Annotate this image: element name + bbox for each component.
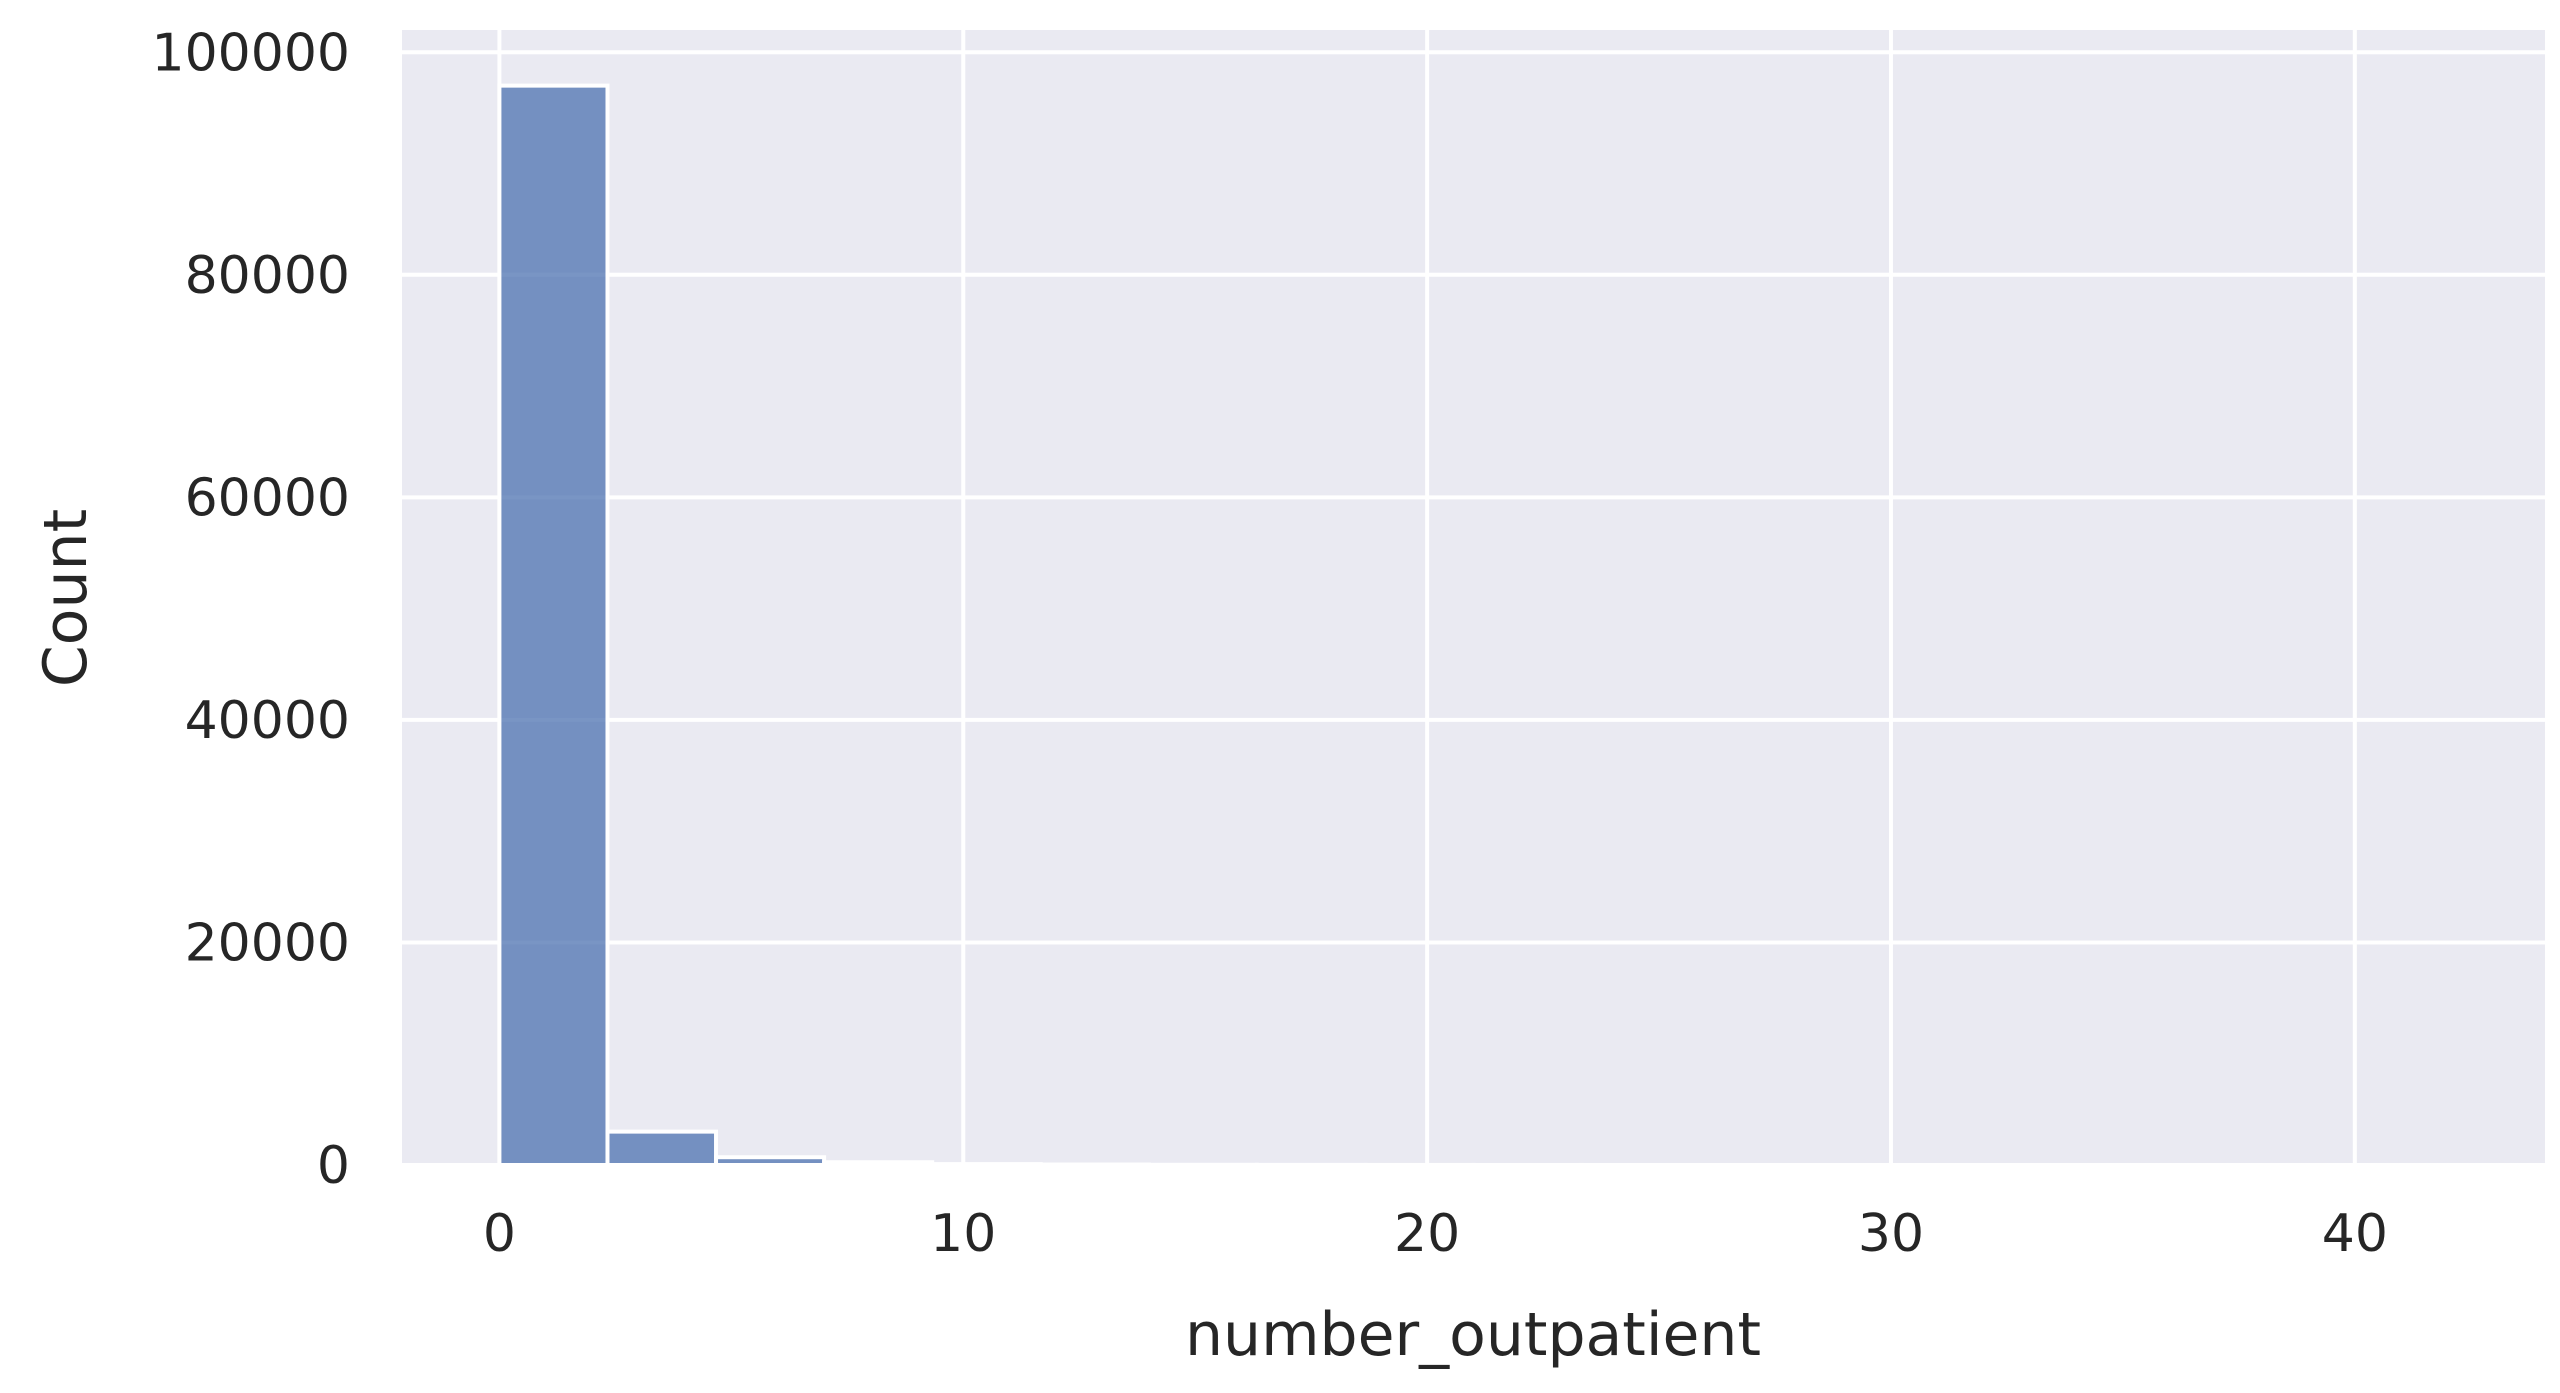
x-tick-label: 10 <box>930 1204 996 1264</box>
x-tick-label: 0 <box>483 1204 516 1264</box>
x-axis-label: number_outpatient <box>1185 1300 1761 1370</box>
histogram-bar <box>497 83 610 1168</box>
y-axis-label: Count <box>31 509 101 687</box>
y-tick-label: 60000 <box>185 468 350 528</box>
y-tick-label: 80000 <box>185 246 350 306</box>
x-tick-label: 40 <box>2322 1204 2388 1264</box>
y-tick-label: 0 <box>317 1136 350 1196</box>
histogram-bar <box>605 1129 719 1168</box>
histogram-bar <box>930 1162 1043 1168</box>
histogram-bars <box>497 83 2450 1168</box>
grid-lines <box>402 30 2545 1167</box>
x-tick-label: 20 <box>1394 1204 1460 1264</box>
histogram-bar <box>714 1155 827 1168</box>
histogram-bar <box>822 1160 935 1168</box>
x-axis-ticks: 0 10 20 30 40 <box>483 1204 2388 1264</box>
y-tick-label: 100000 <box>151 23 350 83</box>
y-tick-label: 20000 <box>185 913 350 973</box>
y-tick-label: 40000 <box>185 691 350 751</box>
plot-area <box>402 30 2545 1165</box>
x-tick-label: 30 <box>1858 1204 1924 1264</box>
y-axis-ticks: 0 20000 40000 60000 80000 100000 <box>151 23 350 1196</box>
